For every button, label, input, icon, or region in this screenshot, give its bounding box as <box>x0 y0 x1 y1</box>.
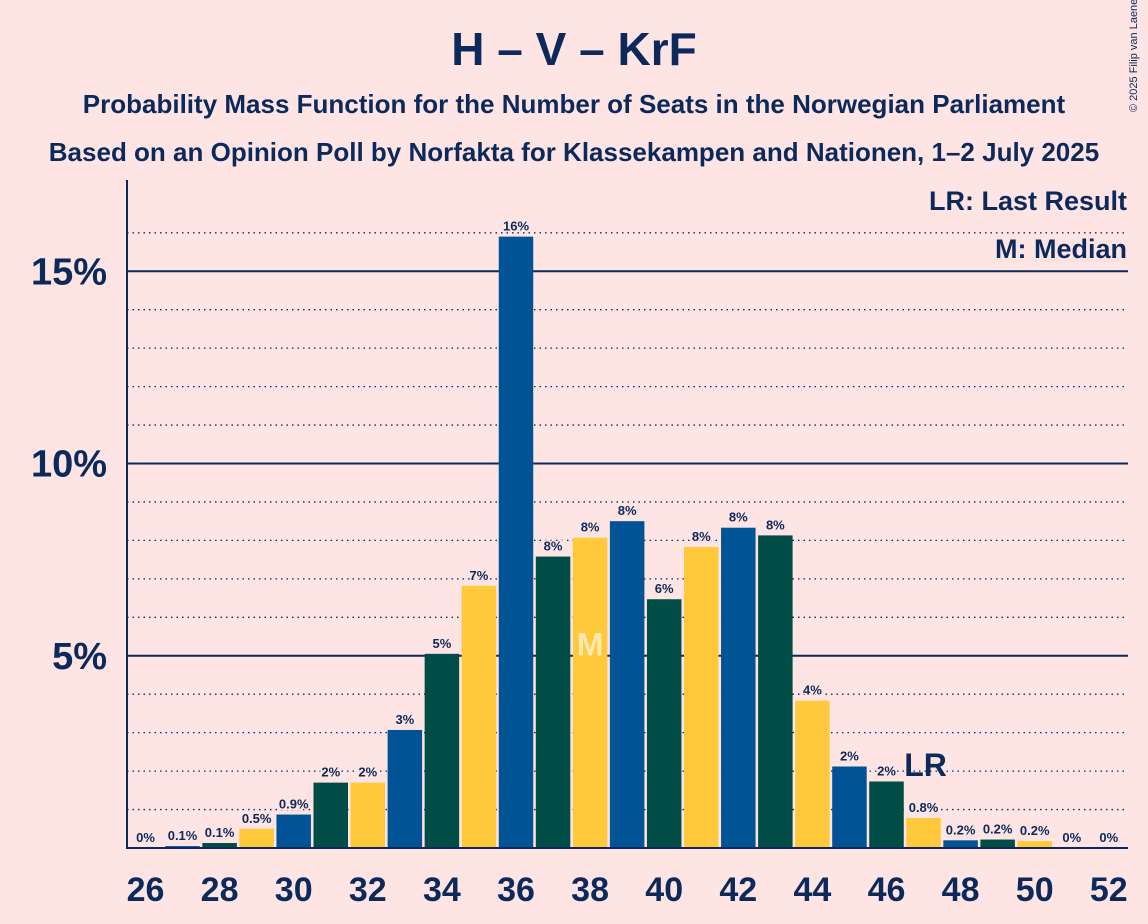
bar-seat-45 <box>832 766 867 848</box>
chart-source-subtitle: Based on an Opinion Poll by Norfakta for… <box>48 137 1100 167</box>
x-tick-label: 34 <box>423 871 461 909</box>
bar-value-label: 6% <box>655 581 674 596</box>
x-tick-label: 30 <box>275 871 313 909</box>
bar-seat-41 <box>684 546 719 848</box>
bar-value-label: 8% <box>766 517 785 532</box>
bar-seat-32 <box>350 782 386 848</box>
bar-value-label: 2% <box>877 763 896 778</box>
legend-last-result: LR: Last Result <box>929 186 1127 216</box>
bar-value-label: 0.9% <box>279 797 309 812</box>
bar-seat-50 <box>1017 841 1052 848</box>
bar-seat-40 <box>646 599 682 848</box>
legend-median: M: Median <box>995 234 1127 264</box>
median-marker: M <box>577 627 604 663</box>
bar-seat-29 <box>239 828 274 848</box>
bar-value-label: 16% <box>503 219 529 234</box>
bar-value-label: 0.2% <box>946 822 976 837</box>
x-tick-label: 50 <box>1016 871 1054 909</box>
bar-seat-36 <box>498 236 534 848</box>
bar-value-label: 7% <box>470 568 489 583</box>
x-tick-label: 36 <box>497 871 535 909</box>
bar-value-label: 8% <box>729 510 748 525</box>
bar-value-label: 2% <box>358 765 377 780</box>
bar-seat-39 <box>609 521 645 848</box>
y-tick-label: 10% <box>31 444 107 486</box>
bar-seat-28 <box>202 843 237 848</box>
x-tick-label: 26 <box>127 871 165 909</box>
y-tick-label: 5% <box>52 636 107 678</box>
chart-title: H – V – KrF <box>451 23 697 75</box>
bar-seat-46 <box>869 781 904 848</box>
bar-value-label: 0.5% <box>242 811 272 826</box>
x-tick-label: 48 <box>942 871 980 909</box>
chart-subtitle: Probability Mass Function for the Number… <box>82 89 1066 119</box>
bar-value-label: 0.8% <box>909 800 939 815</box>
bar-value-label: 0% <box>1099 830 1118 845</box>
last-result-marker: LR <box>904 747 947 783</box>
bar-seat-42 <box>721 527 756 848</box>
bar-seat-34 <box>424 653 460 848</box>
bar-labels: 0% 0.1% 0.1% 0.5% 0.9% 2% 2% 3% 5% 7% 16% 8% 8% 8% 6% 8… <box>135 217 1121 846</box>
bar-value-label: 8% <box>618 503 637 518</box>
bar-seat-35 <box>461 585 497 848</box>
x-tick-label: 28 <box>201 871 239 909</box>
bar-seat-48 <box>943 840 978 848</box>
bar-value-label: 5% <box>433 636 452 651</box>
bar-value-label: 8% <box>544 539 563 554</box>
bar-seat-43 <box>758 535 793 848</box>
bar-value-label: 2% <box>321 765 340 780</box>
bar-value-label: 8% <box>692 529 711 544</box>
bar-seat-37 <box>535 556 571 848</box>
bar-value-label: 4% <box>803 683 822 698</box>
bar-value-label: 0% <box>136 830 155 845</box>
bar-seat-30 <box>276 814 311 848</box>
x-tick-label: 32 <box>349 871 387 909</box>
x-tick-label: 42 <box>719 871 757 909</box>
bar-value-label: 0.1% <box>205 825 235 840</box>
x-axis: 26 28 30 32 34 36 38 40 42 44 46 48 50 52 <box>127 847 1128 909</box>
x-tick-label: 52 <box>1090 871 1128 909</box>
bar-value-label: 0% <box>1062 830 1081 845</box>
bar-seat-47 <box>906 818 941 848</box>
bar-value-label: 2% <box>840 748 859 763</box>
bars <box>165 236 1052 848</box>
x-tick-label: 44 <box>793 871 831 909</box>
y-tick-label: 15% <box>31 251 107 293</box>
bar-value-label: 0.2% <box>983 822 1013 837</box>
bar-value-label: 0.1% <box>168 828 198 843</box>
x-tick-label: 38 <box>571 871 609 909</box>
bar-seat-44 <box>795 700 830 848</box>
x-tick-label: 40 <box>645 871 683 909</box>
y-axis: 5% 10% 15% <box>31 180 128 849</box>
bar-value-label: 0.2% <box>1020 823 1050 838</box>
bar-value-label: 8% <box>581 520 600 535</box>
bar-seat-49 <box>980 839 1015 848</box>
bar-seat-33 <box>387 729 423 848</box>
x-tick-label: 46 <box>868 871 906 909</box>
bar-value-label: 3% <box>395 712 414 727</box>
bar-seat-38 <box>572 537 608 848</box>
bar-seat-31 <box>313 782 348 848</box>
